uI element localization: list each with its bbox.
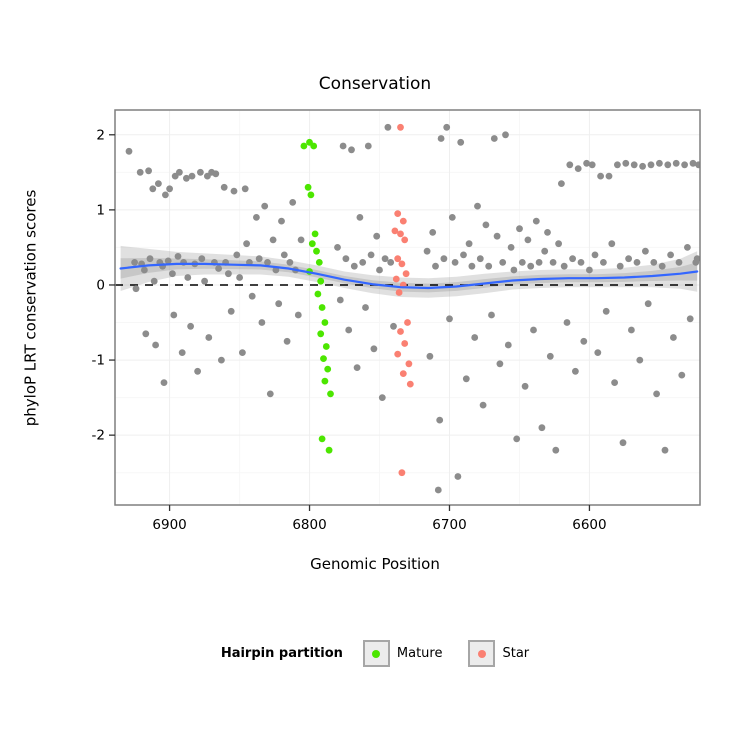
x-axis-label: Genomic Position <box>310 555 440 573</box>
y-tick-label: 0 <box>96 277 105 293</box>
y-tick-label: 1 <box>96 202 105 218</box>
series-star <box>391 123 414 477</box>
star-point-icon <box>477 649 486 658</box>
legend-label-star: Star <box>502 646 530 661</box>
series-mature <box>300 138 334 454</box>
legend-label-mature: Mature <box>396 646 443 661</box>
x-tick-label: 6700 <box>432 517 466 533</box>
smooth-line <box>119 262 699 290</box>
y-axis-label-text: phyloP LRT conservation scores <box>21 189 40 426</box>
legend-item-mature: Mature <box>362 640 443 667</box>
x-tick-label: 6900 <box>152 517 186 533</box>
series-other <box>125 123 700 494</box>
y-axis-label: phyloP LRT conservation scores <box>16 110 44 505</box>
chart-title: Conservation <box>318 74 432 94</box>
legend-key-star <box>468 640 496 667</box>
plot-content <box>115 123 700 494</box>
y-tick-label: 2 <box>96 127 105 143</box>
legend: Hairpin partition Mature Star <box>0 640 750 667</box>
legend-key-mature <box>362 640 390 667</box>
legend-item-star: Star <box>468 640 529 667</box>
x-tick-label: 6600 <box>572 517 606 533</box>
mature-point-icon <box>372 649 381 658</box>
y-tick-label: -2 <box>92 428 105 444</box>
legend-title: Hairpin partition <box>220 646 343 661</box>
panel-border <box>114 109 701 506</box>
y-tick-label: -1 <box>92 353 105 369</box>
panel-background <box>115 110 700 505</box>
x-tick-label: 6800 <box>292 517 326 533</box>
